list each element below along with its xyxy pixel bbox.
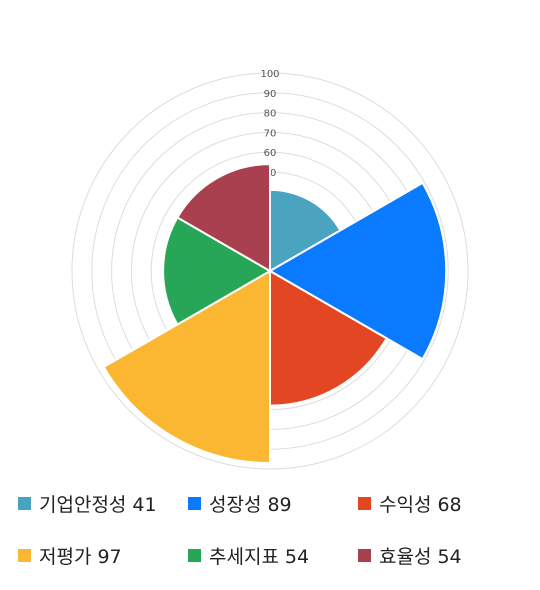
legend-item-성장성[interactable]: 성장성 89 [188,488,358,518]
legend-value: 54 [437,545,462,568]
legend-swatch [358,496,371,510]
sector-효율성[interactable] [176,163,271,273]
sector-성장성[interactable] [267,181,448,361]
r-tick-label: 70 [264,128,277,139]
r-axis-ticks: 5060708090100 [260,69,279,179]
legend: 기업안정성 41 성장성 89 수익성 68 저평가 97 추세지표 54 [18,488,528,570]
sector-기업안정성[interactable] [269,188,342,273]
legend-item-저평가[interactable]: 저평가 97 [18,540,188,570]
r-tick-label: 80 [264,109,277,120]
legend-swatch [18,496,31,510]
legend-item-수익성[interactable]: 수익성 68 [358,488,528,518]
legend-item-기업안정성[interactable]: 기업안정성 41 [18,488,188,518]
polar-area-chart: 5060708090100 [71,69,469,470]
sector-수익성[interactable] [269,269,388,407]
legend-swatch [188,496,201,510]
r-tick-label: 90 [264,89,277,100]
legend-value: 54 [284,545,310,568]
legend-label: 효율성 [379,545,432,568]
legend-item-추세지표[interactable]: 추세지표 54 [188,540,358,570]
legend-label: 저평가 [39,545,92,568]
sectors [102,163,448,465]
r-tick-label: 100 [260,69,279,80]
legend-label: 추세지표 [209,545,279,568]
legend-label: 성장성 [209,493,262,516]
legend-swatch [358,548,371,562]
legend-swatch [18,548,31,562]
sector-추세지표[interactable] [162,216,272,326]
legend-value: 41 [132,493,157,516]
legend-label: 수익성 [379,493,432,516]
r-tick-label: 60 [264,148,277,159]
legend-item-효율성[interactable]: 효율성 54 [358,540,528,570]
legend-swatch [188,548,201,562]
legend-value: 97 [97,545,122,568]
legend-value: 68 [437,493,462,516]
grid-ring [71,72,469,470]
legend-value: 89 [267,493,292,516]
legend-label: 기업안정성 [39,493,127,516]
sector-저평가[interactable] [102,269,271,465]
